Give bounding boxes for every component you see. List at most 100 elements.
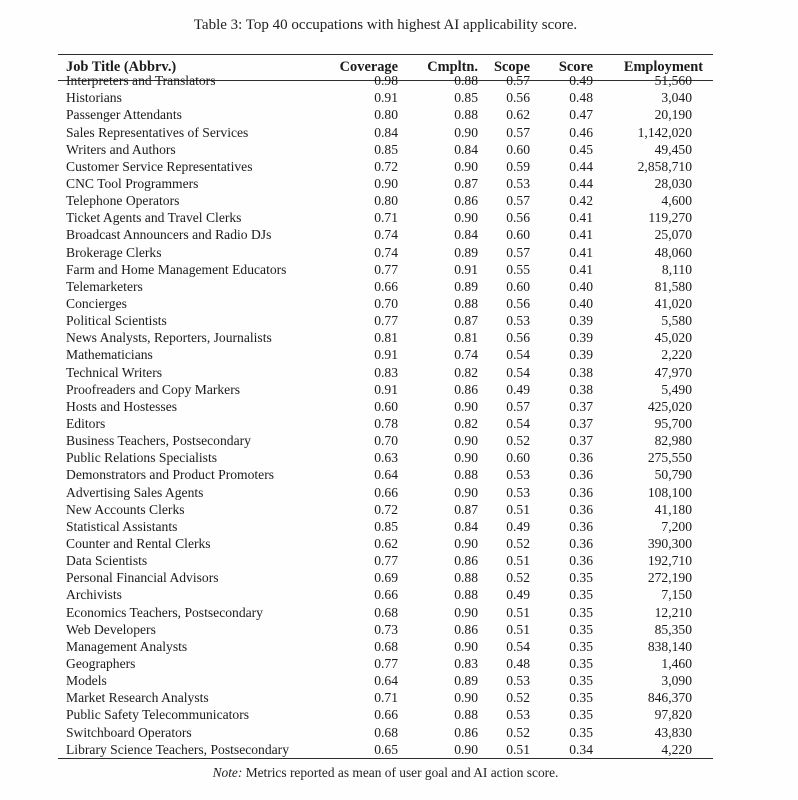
metric-cell: 0.52	[506, 690, 530, 706]
metric-cell: 0.89	[454, 278, 478, 294]
metric-cell: 3,090	[661, 673, 692, 689]
job-title-cell: Counter and Rental Clerks	[66, 536, 211, 551]
metric-cell: 0.56	[506, 210, 530, 226]
metric-cell: 0.60	[374, 398, 398, 414]
metric-cell: 20,190	[654, 107, 692, 123]
metric-cell: 108,100	[647, 484, 692, 500]
metric-cell: 0.44	[569, 158, 593, 174]
metric-cell: 0.77	[374, 553, 398, 569]
metric-cell: 0.36	[569, 501, 593, 517]
metric-cell: 0.64	[374, 673, 398, 689]
metric-cell: 0.37	[569, 398, 593, 414]
metric-cell: 0.88	[454, 467, 478, 483]
metric-cell: 0.53	[506, 673, 530, 689]
metric-cell: 0.57	[506, 124, 530, 140]
metric-cell: 0.83	[454, 655, 478, 671]
metric-cell: 0.82	[454, 416, 478, 432]
job-title-cell: New Accounts Clerks	[66, 501, 185, 517]
metric-cell: 0.42	[569, 193, 593, 209]
note-label: Note:	[212, 764, 246, 780]
metric-cell: 0.73	[374, 621, 398, 637]
metric-cell: 0.89	[454, 673, 478, 689]
column-header-job-title-abbrv: Job Title (Abbrv.)	[58, 55, 323, 81]
metric-cell: 7,150	[661, 587, 692, 603]
job-title-cell: Sales Representatives of Services	[66, 124, 249, 140]
metric-cell: 0.70	[374, 433, 398, 449]
note-text: Metrics reported as mean of user goal an…	[245, 764, 559, 780]
metric-cell: 4,220	[661, 741, 692, 757]
metric-cell: 0.51	[506, 553, 530, 569]
metric-cell: 0.49	[506, 587, 530, 603]
metric-cell: 0.49	[506, 518, 530, 534]
job-title-cell: Public Safety Telecommunicators	[66, 707, 250, 723]
metric-cell: 0.56	[506, 296, 530, 312]
job-title-cell: Telephone Operators	[66, 193, 180, 209]
metric-cell: 0.34	[569, 741, 593, 757]
metric-cell: 7,200	[661, 518, 692, 534]
metric-cell: 5,580	[661, 313, 692, 329]
job-title-cell: Passenger Attendants	[66, 107, 182, 123]
metric-cell: 1,460	[661, 655, 692, 671]
metric-cell: 97,820	[654, 707, 692, 723]
metric-cell: 0.60	[506, 450, 530, 466]
metric-cell: 0.37	[569, 416, 593, 432]
metric-cell: 0.71	[374, 210, 398, 226]
metric-cell: 0.62	[506, 107, 530, 123]
metric-cell: 0.48	[569, 90, 593, 106]
metric-cell: 0.54	[506, 416, 530, 432]
metric-cell: 0.39	[569, 347, 593, 363]
metric-cell: 0.90	[454, 158, 478, 174]
metric-cell: 0.35	[569, 587, 593, 603]
metric-cell: 0.86	[454, 193, 478, 209]
metric-cell: 0.66	[374, 707, 398, 723]
metric-cell: 0.88	[454, 707, 478, 723]
metric-cell: 0.35	[569, 604, 593, 620]
metric-cell: 0.49	[506, 381, 530, 397]
metric-cell: 25,070	[654, 227, 692, 243]
metric-cell: 0.35	[569, 707, 593, 723]
metric-cell: 0.53	[506, 707, 530, 723]
metric-cell: 0.84	[454, 141, 478, 157]
metric-cell: 0.87	[454, 313, 478, 329]
metric-cell: 82,980	[654, 433, 692, 449]
job-title-cell: Proofreaders and Copy Markers	[66, 381, 241, 397]
metric-cell: 2,220	[661, 347, 692, 363]
job-title-cell: Concierges	[66, 296, 127, 312]
metric-cell: 50,790	[654, 467, 692, 483]
metric-cell: 41,180	[654, 501, 692, 517]
metric-cell: 425,020	[647, 398, 692, 414]
job-title-cell: Interpreters and Translators	[66, 73, 216, 89]
metric-cell: 0.56	[506, 90, 530, 106]
metric-cell: 0.51	[506, 621, 530, 637]
metric-cell: 0.35	[569, 570, 593, 586]
metric-cell: 0.90	[454, 210, 478, 226]
job-title-cell: Business Teachers, Postsecondary	[66, 433, 251, 449]
metric-cell: 0.74	[454, 347, 478, 363]
metric-cell: 0.68	[374, 604, 398, 620]
metric-cell: 0.66	[374, 484, 398, 500]
metric-cell: 0.91	[374, 381, 398, 397]
table-caption: Table 3: Top 40 occupations with highest…	[193, 17, 578, 33]
metric-cell: 0.35	[569, 690, 593, 706]
metric-cell: 0.41	[569, 210, 593, 226]
job-title-cell: Historians	[66, 90, 122, 106]
metric-cell: 0.90	[454, 638, 478, 654]
metric-cell: 28,030	[654, 176, 692, 192]
metric-cell: 0.66	[374, 587, 398, 603]
metric-cell: 1,142,020	[637, 124, 692, 140]
metric-cell: 0.51	[506, 604, 530, 620]
metric-cell: 0.36	[569, 450, 593, 466]
metric-cell: 0.80	[374, 107, 398, 123]
metric-cell: 0.77	[374, 655, 398, 671]
metric-cell: 0.51	[506, 741, 530, 757]
job-title-cell: Broadcast Announcers and Radio DJs	[66, 227, 272, 243]
metric-cell: 0.86	[454, 724, 478, 740]
job-title-cell: Farm and Home Management Educators	[66, 261, 287, 277]
job-title-cell: Writers and Authors	[66, 141, 176, 157]
metric-cell: 85,350	[654, 621, 692, 637]
table-note: Note: Metrics reported as mean of user g…	[58, 765, 713, 781]
metric-cell: 0.35	[569, 638, 593, 654]
job-title-cell: CNC Tool Programmers	[66, 176, 199, 192]
metric-cell: 0.47	[569, 107, 593, 123]
